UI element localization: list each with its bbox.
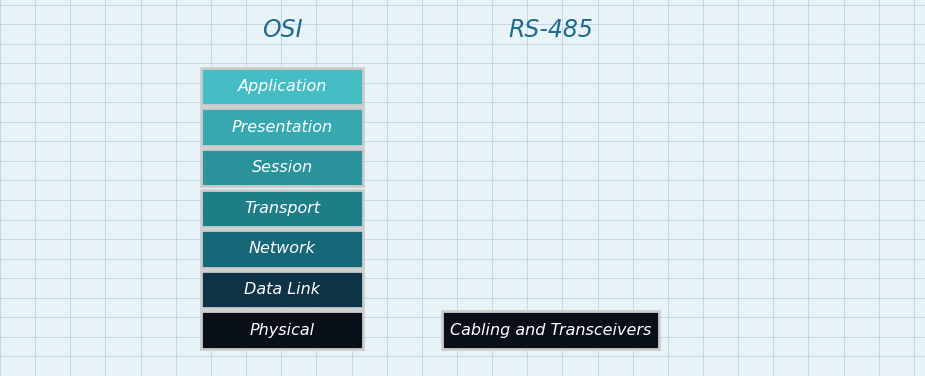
Text: Network: Network: [249, 241, 315, 256]
Text: Presentation: Presentation: [231, 120, 333, 135]
FancyBboxPatch shape: [202, 311, 363, 349]
Text: Session: Session: [252, 160, 313, 175]
Text: Cabling and Transceivers: Cabling and Transceivers: [450, 323, 651, 338]
Text: Application: Application: [238, 79, 327, 94]
FancyBboxPatch shape: [202, 68, 363, 105]
FancyBboxPatch shape: [202, 149, 363, 186]
Text: RS-485: RS-485: [508, 18, 593, 42]
Text: Data Link: Data Link: [244, 282, 320, 297]
FancyBboxPatch shape: [202, 108, 363, 146]
FancyBboxPatch shape: [202, 230, 363, 268]
Text: Transport: Transport: [244, 201, 320, 216]
Text: Physical: Physical: [250, 323, 314, 338]
FancyBboxPatch shape: [202, 190, 363, 227]
FancyBboxPatch shape: [202, 271, 363, 308]
FancyBboxPatch shape: [442, 311, 659, 349]
Text: OSI: OSI: [262, 18, 302, 42]
